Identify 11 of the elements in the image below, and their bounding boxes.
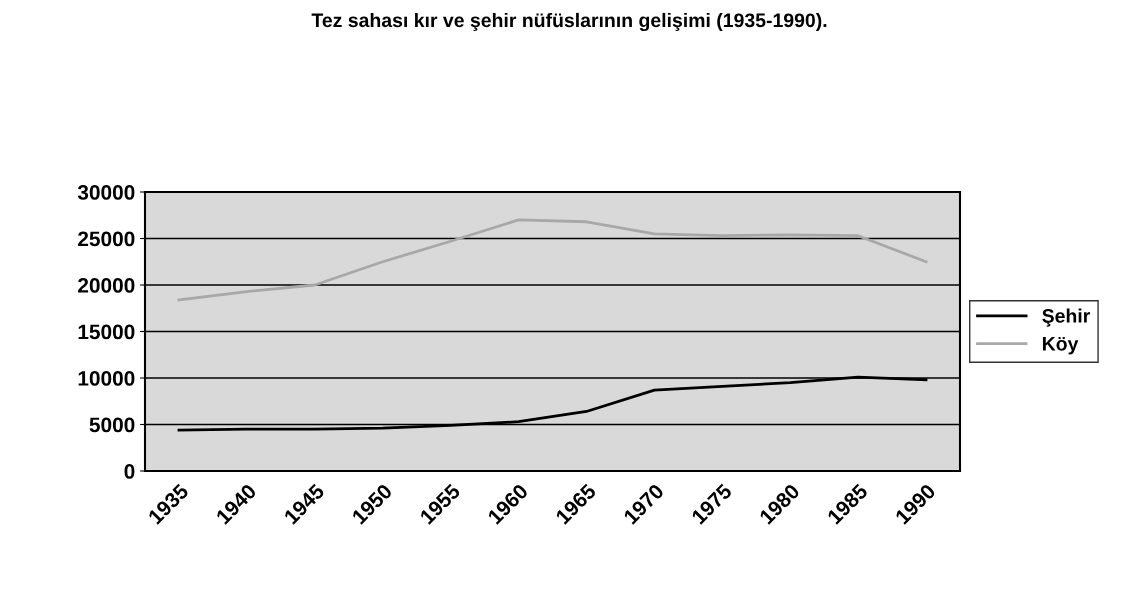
- y-tick-label: 10000: [78, 371, 135, 386]
- y-tick-label: 5000: [89, 417, 135, 433]
- y-tick-label: 20000: [78, 278, 135, 293]
- y-tick-label: 0: [124, 464, 135, 479]
- legend-label: Köy: [1042, 336, 1079, 355]
- legend-label: Şehir: [1042, 308, 1090, 327]
- y-tick-label: 15000: [78, 324, 135, 340]
- chart-title: Tez sahası kır ve şehir nüfüslarının gelişimi (1935-1990).: [311, 12, 827, 32]
- y-tick-label: 25000: [78, 231, 135, 247]
- line-series: [177, 218, 928, 302]
- y-tick-label: 30000: [77, 185, 135, 200]
